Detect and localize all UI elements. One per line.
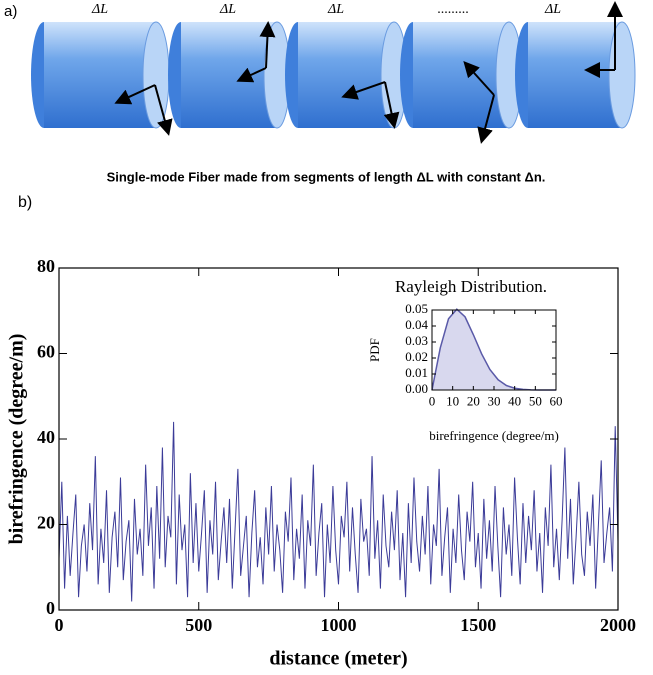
y-tick-label: 20 (37, 513, 55, 533)
y-tick-label: 40 (37, 427, 55, 447)
x-tick-label: 1000 (321, 615, 357, 635)
segment-label: ΔL (219, 2, 236, 17)
x-axis-label: birefringence (degree/m) (429, 428, 559, 443)
x-tick-label: 60 (550, 393, 563, 408)
y-tick-label: 0.05 (405, 301, 428, 316)
x-tick-label: 500 (185, 615, 212, 635)
y-tick-label: 0.02 (405, 349, 428, 364)
panel-label: a) (4, 3, 17, 20)
caption: Single-mode Fiber made from segments of … (107, 169, 546, 184)
x-tick-label: 30 (488, 393, 501, 408)
plot-border (58, 267, 619, 611)
y-axis-label: PDF (367, 338, 382, 362)
segment-label: ΔL (91, 2, 108, 17)
x-tick-label: 0 (429, 393, 436, 408)
y-tick-label: 0 (46, 598, 55, 618)
segment (285, 21, 408, 129)
y-axis-label: birefringence (degree/m) (6, 334, 28, 545)
segment (515, 21, 636, 129)
segment (168, 21, 291, 129)
x-tick-label: 2000 (600, 615, 636, 635)
y-tick-label: 60 (37, 342, 55, 362)
y-tick-label: 0.01 (405, 365, 428, 380)
segment (31, 21, 170, 129)
plot-border (431, 309, 557, 391)
polarization-arrows (114, 1, 623, 144)
x-tick-label: 50 (529, 393, 542, 408)
x-tick-label: 1500 (460, 615, 496, 635)
data-area (432, 309, 556, 390)
fiber-diagram: ΔL ΔL ΔL ......... ΔL (31, 1, 636, 144)
x-tick-label: 40 (508, 393, 521, 408)
inset-title: Rayleigh Distribution. (395, 277, 547, 296)
y-tick-label: 0.04 (405, 317, 428, 332)
y-tick-label: 0.03 (405, 333, 428, 348)
x-tick-label: 20 (467, 393, 480, 408)
y-tick-label: 80 (37, 256, 55, 276)
x-tick-label: 10 (446, 393, 459, 408)
ellipsis: ......... (437, 2, 469, 17)
data-line (58, 421, 619, 602)
x-tick-label: 0 (55, 615, 64, 635)
segment-label: ΔL (544, 2, 561, 17)
panel-label: b) (18, 194, 32, 211)
segment-label: ΔL (327, 2, 344, 17)
y-tick-label: 0.00 (405, 381, 428, 396)
x-axis-label: distance (meter) (269, 648, 407, 670)
segment (400, 21, 523, 129)
